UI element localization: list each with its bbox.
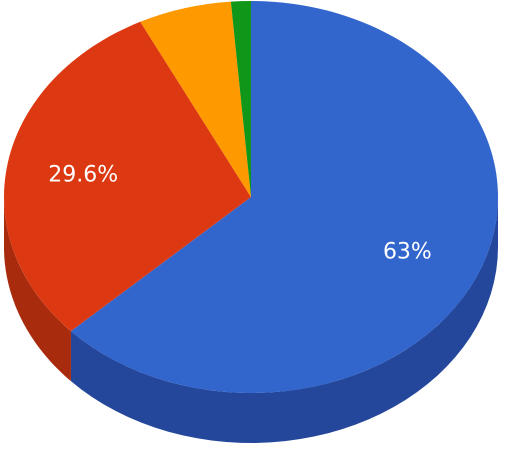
pie-side-0: [70, 197, 498, 443]
pie-slice-0[interactable]: [70, 1, 498, 394]
pie-side-1: [4, 197, 71, 382]
pie-slice-label-1: 29.6%: [48, 162, 118, 187]
pie-slice-2[interactable]: [140, 1, 251, 198]
pie-slice-3[interactable]: [230, 0, 251, 197]
pie-labels: 63% 29.6%: [48, 162, 432, 264]
pie-slice-1[interactable]: [4, 21, 252, 332]
pie-slice-label-0: 63%: [383, 240, 432, 265]
pie-slices: [4, 0, 498, 394]
pie-sides: [4, 197, 498, 443]
